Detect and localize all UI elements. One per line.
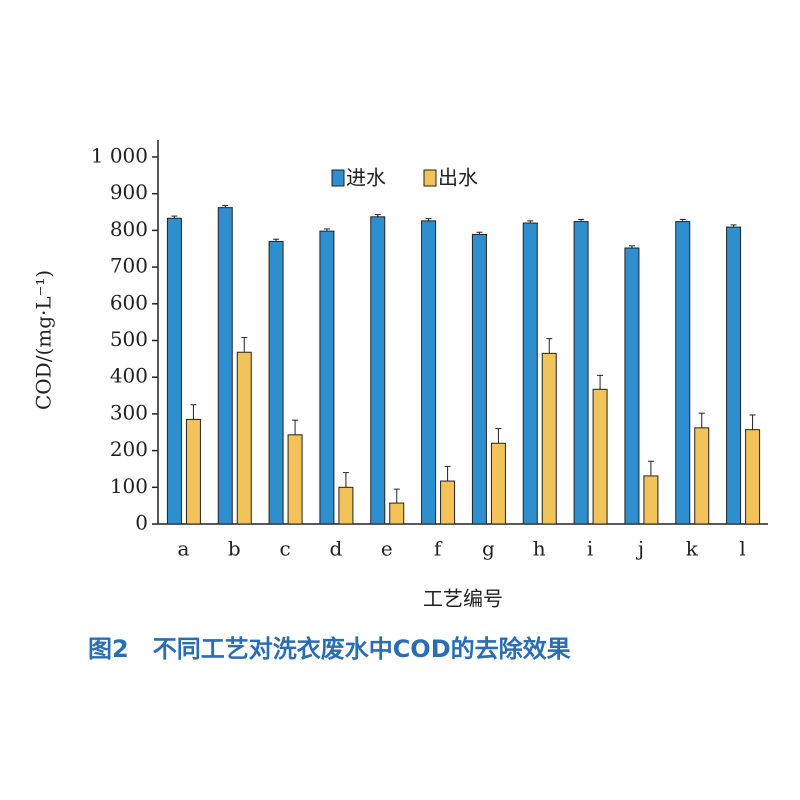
bar xyxy=(490,442,506,525)
x-tick-label: i xyxy=(587,537,593,561)
caption: 图2 不同工艺对洗衣废水中COD的去除效果 xyxy=(88,635,571,663)
bar xyxy=(268,240,284,525)
y-tick-label: 700 xyxy=(110,254,148,278)
y-tick-label: 100 xyxy=(110,474,148,498)
y-tick-label: 300 xyxy=(110,400,148,424)
bar xyxy=(522,222,538,525)
bar xyxy=(745,429,761,525)
y-tick-label: 600 xyxy=(110,290,148,314)
y-tick-label: 0 xyxy=(135,511,148,535)
bar xyxy=(471,233,487,525)
bar xyxy=(338,486,354,525)
x-axis-label: 工艺编号 xyxy=(423,587,503,611)
x-tick-label: k xyxy=(686,537,699,561)
bar xyxy=(643,475,659,525)
bar xyxy=(185,418,201,525)
bar xyxy=(440,480,456,525)
y-axis-label: COD/(mg·L⁻¹) xyxy=(32,270,56,410)
x-tick-label: c xyxy=(279,537,290,561)
bar xyxy=(166,217,182,525)
x-tick-label: f xyxy=(434,537,443,561)
y-tick-label: 900 xyxy=(110,180,148,204)
x-tick-label: h xyxy=(533,537,546,561)
bar xyxy=(573,221,589,525)
bar xyxy=(541,352,557,525)
bar xyxy=(370,216,386,525)
bar xyxy=(287,434,303,525)
x-tick-label: j xyxy=(636,537,644,561)
x-tick-label: e xyxy=(381,537,393,561)
bar xyxy=(675,221,691,525)
legend-swatch xyxy=(423,169,437,187)
x-tick-label: l xyxy=(739,537,745,561)
bar xyxy=(694,427,710,525)
y-tick-label: 200 xyxy=(110,437,148,461)
x-tick-label: b xyxy=(228,537,241,561)
bar xyxy=(389,502,405,525)
x-tick-label: d xyxy=(330,537,343,561)
x-tick-label: a xyxy=(177,537,189,561)
y-tick-label: 800 xyxy=(110,217,148,241)
legend-swatch xyxy=(331,169,345,187)
x-tick-label: g xyxy=(482,537,495,561)
legend-label: 进水 xyxy=(346,166,386,190)
y-tick-label: 400 xyxy=(110,364,148,388)
bar xyxy=(217,207,233,525)
bar xyxy=(421,220,437,525)
bar xyxy=(319,230,335,525)
legend-label: 出水 xyxy=(438,166,478,190)
y-tick-label: 500 xyxy=(110,327,148,351)
y-tick-label: 1 000 xyxy=(91,144,148,168)
bar xyxy=(592,388,608,525)
bar xyxy=(624,247,640,525)
bar xyxy=(726,226,742,525)
bar xyxy=(236,351,252,525)
